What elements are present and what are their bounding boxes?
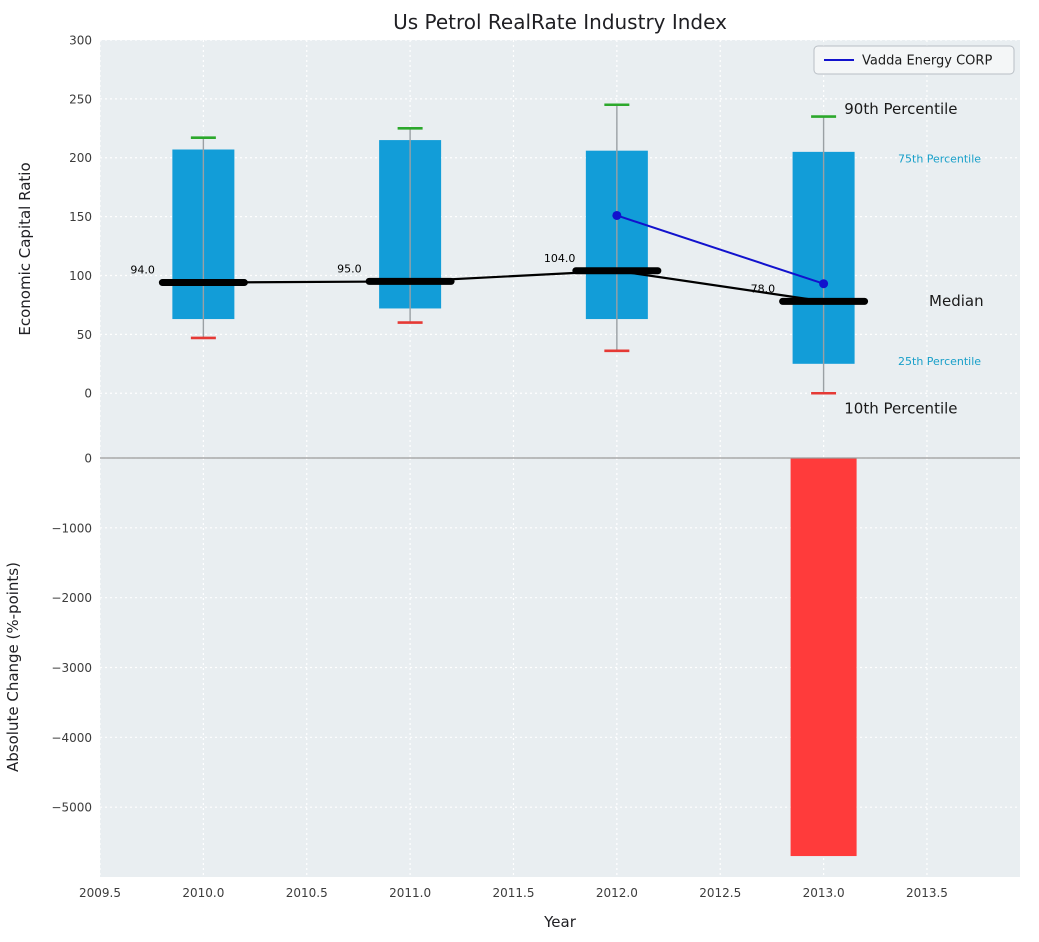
x-tick-label: 2011.5 [492,886,534,900]
y-tick-label: −3000 [51,661,92,675]
y-tick-label: 100 [69,269,92,283]
legend-box [813,45,1015,75]
x-tick-label: 2011.0 [389,886,431,900]
legend-label: Vadda Energy CORP [862,54,992,69]
median-value-label-2011: 95.0 [337,262,362,275]
annotation-10th-percentile: 10th Percentile [844,399,957,417]
annotation-median: Median [929,292,984,310]
y-tick-label: 250 [69,92,92,106]
annotation-75th-percentile: 75th Percentile [898,152,981,165]
series-point-2012 [612,210,622,220]
y-tick-label: 0 [84,387,92,401]
y-tick-label: 300 [69,34,92,48]
y-tick-label: −1000 [51,521,92,535]
top-axes-background [100,40,1020,458]
x-tick-label: 2013.5 [906,886,948,900]
series-line-vadda [616,214,824,285]
median-value-label-2013: 78.0 [751,282,776,295]
median-value-label-2012: 104.0 [544,252,576,265]
x-tick-label: 2009.5 [79,886,121,900]
chart-title: Us Petrol RealRate Industry Index [393,10,727,34]
median-value-label-2010: 94.0 [130,264,155,277]
y-tick-label: −4000 [51,731,92,745]
x-axis-label: Year [543,913,577,931]
median-trend-line [203,269,824,303]
annotation-90th-percentile: 90th Percentile [844,100,957,118]
tick-labels: 2009.5 2010.0 2010.5 2011.0 2011.5 2012.0 2012… [51,34,948,901]
change-bar-2013 [790,458,857,857]
y-tick-label: 50 [77,328,92,342]
y-tick-label: −5000 [51,801,92,815]
annotation-25th-percentile: 25th Percentile [898,355,981,368]
y-tick-label: 150 [69,210,92,224]
annotations: 90th Percentile 75th Percentile Median 25th… [844,100,983,417]
x-tick-label: 2013.0 [803,886,845,900]
y-tick-label: 0 [84,452,92,466]
bottom-y-axis-label: Absolute Change (%-points) [4,562,22,772]
series-point-2013 [819,279,829,289]
x-tick-label: 2012.0 [596,886,638,900]
y-tick-label: 200 [69,151,92,165]
chart-marks: 94.0 95.0 104.0 78.0 [100,103,1020,857]
x-tick-label: 2010.0 [182,886,224,900]
top-y-axis-label: Economic Capital Ratio [16,162,34,335]
y-tick-label: −2000 [51,591,92,605]
x-tick-label: 2010.5 [286,886,328,900]
x-tick-label: 2012.5 [699,886,741,900]
legend: Vadda Energy CORP [813,45,1015,75]
